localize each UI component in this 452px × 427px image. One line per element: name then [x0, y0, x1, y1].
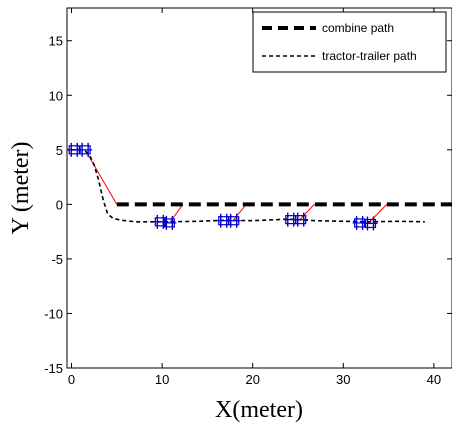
y-tick-label: -5 — [51, 252, 63, 267]
guide-line — [299, 204, 315, 220]
y-tick-label: -10 — [44, 306, 63, 321]
vehicle-marker — [153, 214, 168, 229]
legend: combine path tractor-trailer path — [252, 11, 447, 73]
series-line-tractor-trailer-path — [71, 149, 425, 223]
legend-label-tractor-trailer-path: tractor-trailer path — [322, 49, 417, 63]
series — [71, 149, 452, 223]
vehicle-marker — [78, 142, 93, 157]
ticks: 0 10 20 30 40 15 10 5 0 -5 -10 -15 — [44, 8, 452, 387]
vehicle-marker — [363, 216, 378, 231]
y-tick-label: 0 — [56, 197, 63, 212]
y-tick-label: 15 — [49, 34, 63, 49]
y-tick-label: 10 — [49, 88, 63, 103]
y-axis-label: Y (meter) — [8, 141, 34, 234]
y-tick-label: 5 — [56, 143, 63, 158]
x-axis-label: X(meter) — [215, 397, 303, 423]
vehicle-marker — [226, 213, 241, 228]
x-tick-label: 30 — [336, 372, 350, 387]
y-tick-label: -15 — [44, 361, 63, 376]
x-tick-label: 10 — [155, 372, 169, 387]
vehicle-marker — [293, 212, 308, 227]
x-tick-label: 40 — [427, 372, 441, 387]
x-tick-label: 20 — [245, 372, 259, 387]
guide-line — [84, 149, 118, 205]
legend-box — [252, 11, 447, 73]
guide-line — [232, 204, 247, 222]
legend-label-combine-path: combine path — [322, 21, 394, 35]
guide-line — [168, 204, 184, 224]
x-tick-label: 0 — [68, 372, 75, 387]
vehicle-marker — [162, 215, 177, 230]
vehicle-markers — [67, 142, 378, 231]
